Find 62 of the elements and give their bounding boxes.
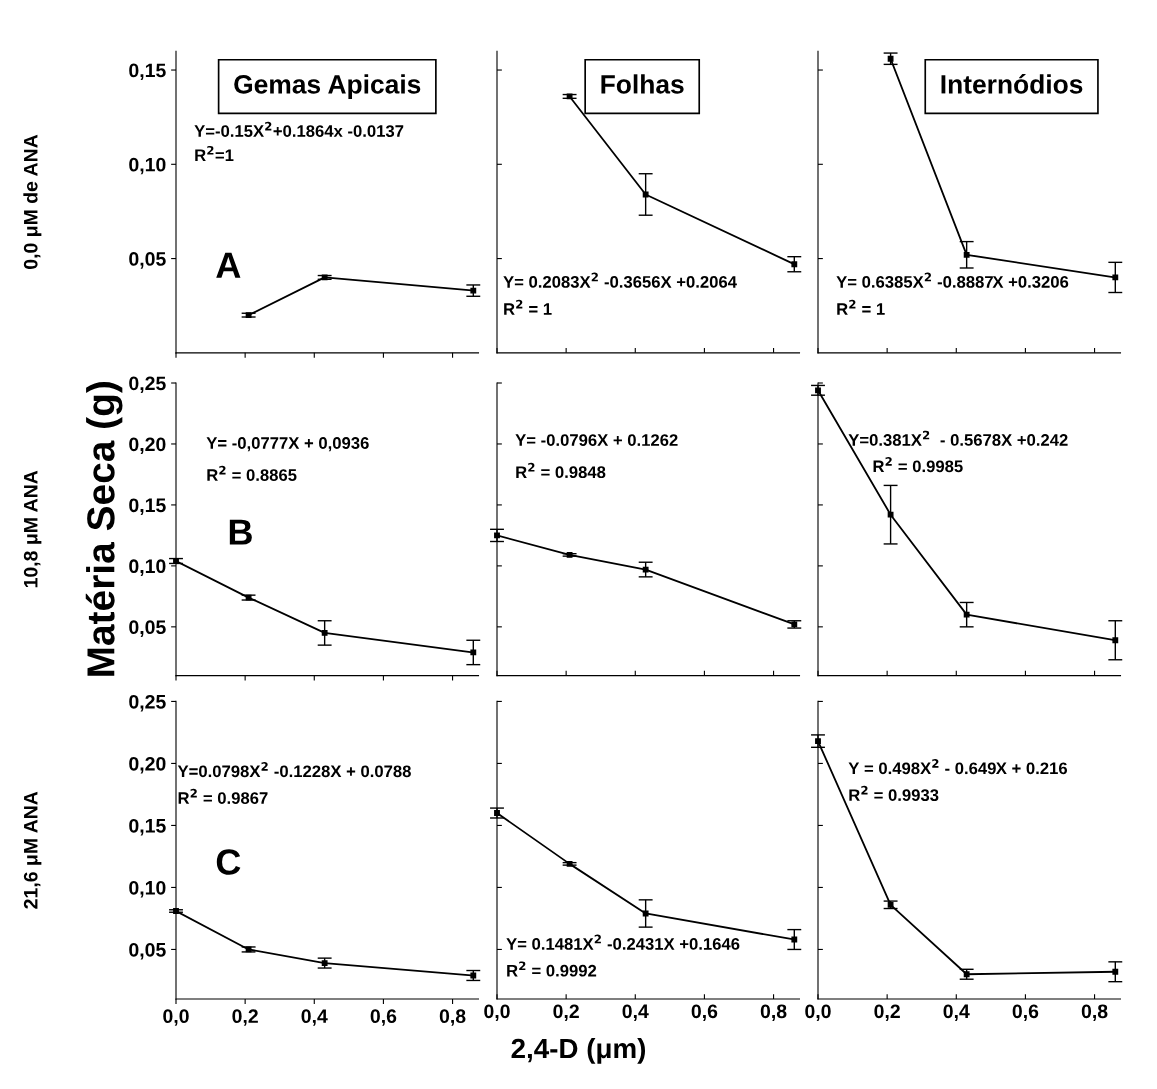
point [1112, 968, 1119, 975]
text: Folhas [601, 74, 684, 94]
y-axis-title: 21,6 μM ANA [23, 791, 42, 909]
point [1112, 637, 1119, 644]
annotation: Y=0.381X$^{2}$ - 0.5678X +0.242 [848, 430, 1068, 446]
y-axis-title: 0,0 μM de ANA [23, 134, 42, 269]
y-tick-label: 0,10 [129, 559, 166, 576]
x-tick-label: 0,4 [943, 1004, 970, 1022]
x-tick-label: 0,2 [232, 1009, 258, 1026]
annotation: B [229, 519, 252, 545]
annotation: Y=-0.15X$^{2}$+0.1864x -0.0137 [194, 121, 404, 137]
annotation: Y= 0.1481X$^{2}$ -0.2431X +0.1646 [506, 934, 740, 950]
y-tick-label: 0,25 [129, 376, 166, 394]
annotation: R$^{2}$ = 1 [837, 299, 885, 315]
annotation: R$^{2}$ = 0.9985 [873, 457, 963, 473]
x-tick-label: 0,6 [1012, 1004, 1039, 1022]
annotation: R$^{2}$ = 0.9992 [507, 961, 597, 977]
annotation: R$^{2}$=1 [195, 145, 234, 161]
x-tick-label: 0,4 [622, 1004, 649, 1022]
text: Internódios [941, 74, 1083, 94]
x-tick-label: 0,6 [370, 1009, 397, 1026]
annotation: R$^{2}$ = 0.8865 [207, 465, 297, 481]
y-tick-label: 0,10 [129, 880, 166, 898]
annotation: C [216, 849, 241, 875]
point [963, 611, 970, 618]
annotation: R$^{2}$ = 0.9933 [849, 785, 939, 802]
y-tick-label: 0,25 [129, 694, 166, 712]
x-tick-label: 0,6 [691, 1004, 718, 1022]
annotation: R$^{2}$ = 0.9867 [178, 788, 268, 804]
point [321, 630, 328, 636]
annotation: Y= 0.2083X$^{2}$ -0.3656X +0.2064 [503, 272, 737, 288]
point [887, 511, 894, 518]
x-tick-label: 0,4 [301, 1009, 328, 1026]
y-tick-label: 0,15 [129, 498, 166, 515]
x-tick-label: 0,8 [760, 1004, 787, 1022]
x-tick-label: 0,2 [553, 1004, 579, 1022]
annotation: Y= -0,0777X + 0,0936 [206, 437, 369, 452]
y-tick-label: 0,15 [129, 818, 166, 836]
annotation: Y= 0.6385X$^{2}$ -0.8887X +0.3206 [836, 272, 1069, 288]
y-tick-label: 0,20 [129, 437, 166, 455]
y-tick-label: 0,10 [129, 157, 166, 175]
annotation: Y= -0.0796X + 0.1262 [515, 434, 678, 446]
y-tick-label: 0,05 [129, 620, 166, 637]
x-axis-title: 2,4-D (μm) [511, 1037, 646, 1064]
y-tick-label: 0,20 [129, 756, 166, 774]
text: Gemas Apicais [234, 74, 421, 99]
x-tick-label: 0,0 [163, 1009, 189, 1026]
annotation: A [216, 252, 241, 278]
x-tick-label: 0,0 [805, 1004, 831, 1022]
x-tick-label: 0,8 [439, 1009, 466, 1026]
text: Matéria Seca (g) [85, 382, 123, 676]
x-tick-label: 0,2 [874, 1004, 900, 1022]
y-tick-label: 0,05 [129, 252, 166, 269]
annotation: R$^{2}$ = 1 [504, 299, 552, 315]
annotation: R$^{2}$ = 0.9848 [516, 462, 606, 479]
annotation: Y = 0.498X$^{2}$ - 0.649X + 0.216 [848, 759, 1068, 775]
x-tick-label: 0,0 [484, 1004, 510, 1022]
y-axis-title: 10,8 μM ANA [23, 470, 42, 588]
x-tick-label: 0,8 [1081, 1004, 1108, 1022]
y-tick-label: 0,15 [129, 63, 166, 81]
annotation: Y=0.0798X$^{2}$ -0.1228X + 0.0788 [177, 762, 411, 778]
y-tick-label: 0,05 [129, 942, 166, 960]
